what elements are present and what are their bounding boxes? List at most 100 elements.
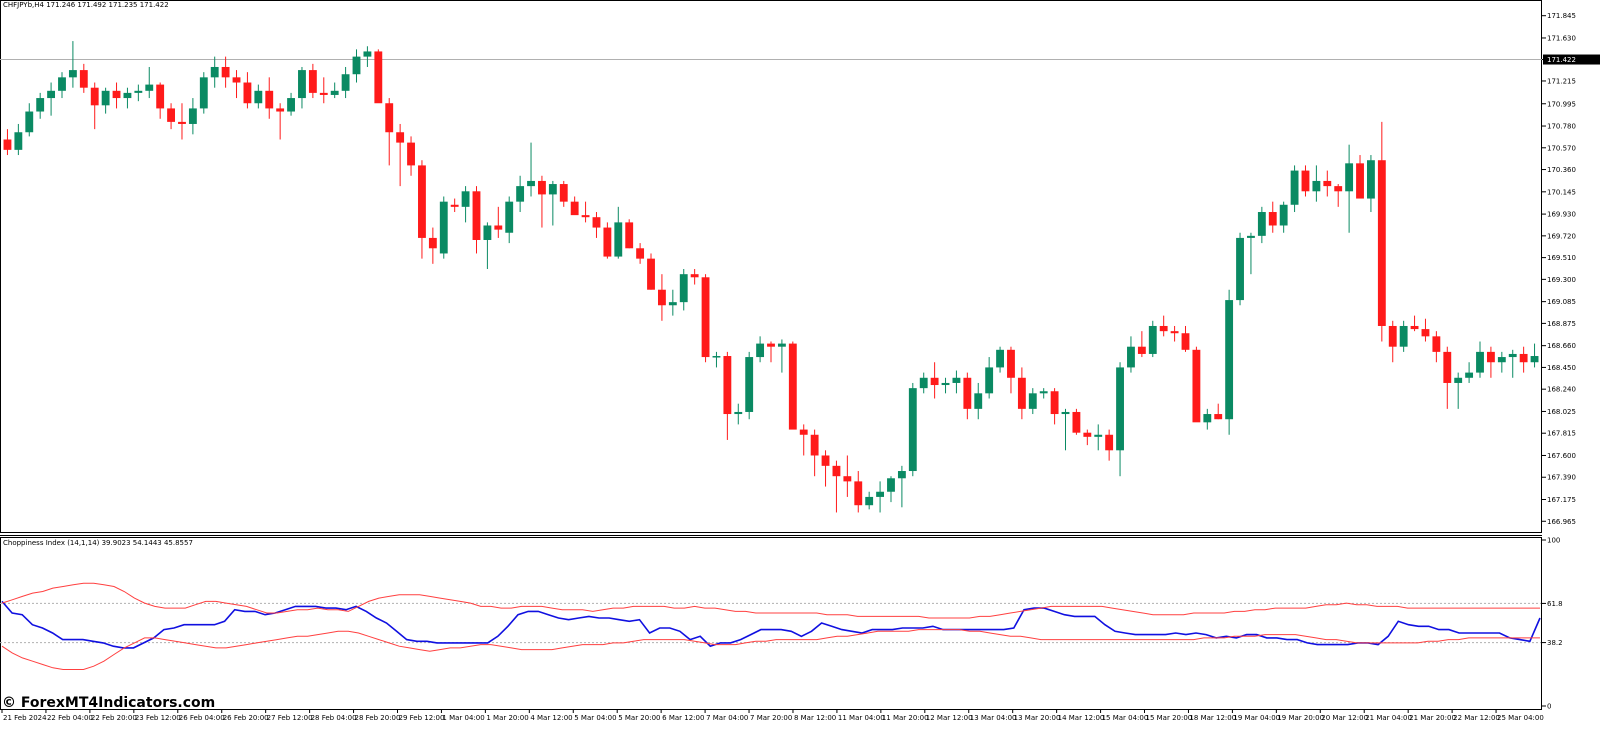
price-axis-label: 170.570 xyxy=(1547,144,1576,152)
indicator-axis-label: 38.2 xyxy=(1547,639,1563,647)
candle xyxy=(58,72,66,99)
time-axis-label: 20 Mar 12:00 xyxy=(1321,714,1368,722)
candle-body xyxy=(1323,180,1332,187)
candle-body xyxy=(701,277,710,358)
candle xyxy=(221,56,230,88)
candle-body xyxy=(232,77,241,83)
candle xyxy=(799,424,808,456)
candle xyxy=(1214,403,1223,420)
candle xyxy=(1159,315,1168,337)
candle xyxy=(974,382,983,420)
time-axis-label: 1 Mar 04:00 xyxy=(442,714,484,722)
candle-body xyxy=(668,302,677,306)
candle-body xyxy=(363,51,372,57)
candle xyxy=(625,219,634,249)
candle xyxy=(3,129,12,156)
candle xyxy=(188,98,197,135)
candle-body xyxy=(1247,235,1255,238)
candle xyxy=(1127,336,1135,373)
indicator-pane[interactable] xyxy=(0,537,1542,710)
time-axis-label: 22 Feb 20:00 xyxy=(91,714,137,722)
price-axis-label: 170.360 xyxy=(1547,166,1576,174)
time-axis-label: 21 Feb 2024 xyxy=(3,714,47,722)
candle-body xyxy=(1257,212,1266,236)
candle xyxy=(123,87,132,109)
candle-body xyxy=(199,77,208,109)
candle xyxy=(810,429,819,477)
candle xyxy=(1410,315,1419,332)
time-axis-label: 12 Mar 12:00 xyxy=(926,714,973,722)
candle-body xyxy=(1290,170,1299,205)
candle-body xyxy=(1530,356,1539,363)
candle xyxy=(1017,367,1026,420)
time-axis-label: 28 Feb 04:00 xyxy=(311,714,357,722)
price-axis-label: 169.720 xyxy=(1547,232,1576,240)
candle xyxy=(1050,388,1059,425)
candle xyxy=(418,160,426,259)
candle xyxy=(930,362,939,399)
candle xyxy=(919,372,928,394)
candle-body xyxy=(930,377,939,386)
candle xyxy=(996,346,1004,373)
candle xyxy=(232,70,241,99)
candle-body xyxy=(79,70,88,88)
candle-body xyxy=(788,343,797,430)
symbol-header: CHFJPYb,H4 171.246 171.492 171.235 171.4… xyxy=(3,1,169,9)
candle xyxy=(647,253,655,290)
candle xyxy=(25,103,34,137)
candle xyxy=(1039,388,1048,399)
candle xyxy=(1061,408,1070,451)
candle-body xyxy=(1039,391,1048,394)
candle xyxy=(1519,346,1528,373)
candle-body xyxy=(636,248,645,259)
candle-body xyxy=(712,356,721,358)
price-axis-label: 168.660 xyxy=(1547,342,1576,350)
candle xyxy=(734,403,743,425)
candle-body xyxy=(1137,346,1146,354)
candle xyxy=(843,455,852,497)
candle-body xyxy=(1181,333,1190,350)
candle xyxy=(1236,232,1244,306)
candle xyxy=(210,56,219,88)
candle xyxy=(777,339,786,373)
candle xyxy=(36,92,45,119)
candle xyxy=(14,123,23,156)
candle xyxy=(941,377,950,394)
candle-body xyxy=(614,222,623,257)
candle-body xyxy=(963,377,972,409)
candle-body xyxy=(1399,325,1408,347)
candle xyxy=(897,465,906,508)
price-pane[interactable] xyxy=(0,0,1542,533)
candle-body xyxy=(3,139,12,150)
candle xyxy=(47,82,56,116)
candle xyxy=(112,82,121,109)
candle-body xyxy=(1050,391,1059,415)
candle xyxy=(1148,320,1157,358)
candle xyxy=(570,196,579,216)
candle xyxy=(461,186,470,223)
candle-body xyxy=(1214,414,1223,420)
lower-band-line xyxy=(1,629,1540,670)
candle-body xyxy=(876,491,885,497)
candle-body xyxy=(1061,411,1070,415)
candle-body xyxy=(167,108,175,122)
price-axis-label: 167.390 xyxy=(1547,474,1576,482)
upper-band-line xyxy=(1,582,1540,619)
candle-body xyxy=(690,274,699,278)
indicator-axis-label: 100 xyxy=(1547,537,1560,545)
time-axis-label: 11 Mar 20:00 xyxy=(882,714,929,722)
candle xyxy=(1105,429,1114,461)
candle-body xyxy=(1017,377,1026,409)
candle xyxy=(1083,429,1092,446)
candle xyxy=(352,49,361,83)
candle xyxy=(385,98,394,166)
time-axis-label: 19 Mar 20:00 xyxy=(1277,714,1324,722)
indicator-axis-label: 0 xyxy=(1547,703,1551,711)
price-axis-label: 168.875 xyxy=(1547,320,1576,328)
candle xyxy=(1345,144,1354,233)
price-axis-label: 170.780 xyxy=(1547,123,1576,131)
candle-body xyxy=(1170,331,1179,334)
candle-body xyxy=(1116,367,1124,451)
price-axis-label: 169.085 xyxy=(1547,298,1576,306)
candle-body xyxy=(494,225,503,230)
